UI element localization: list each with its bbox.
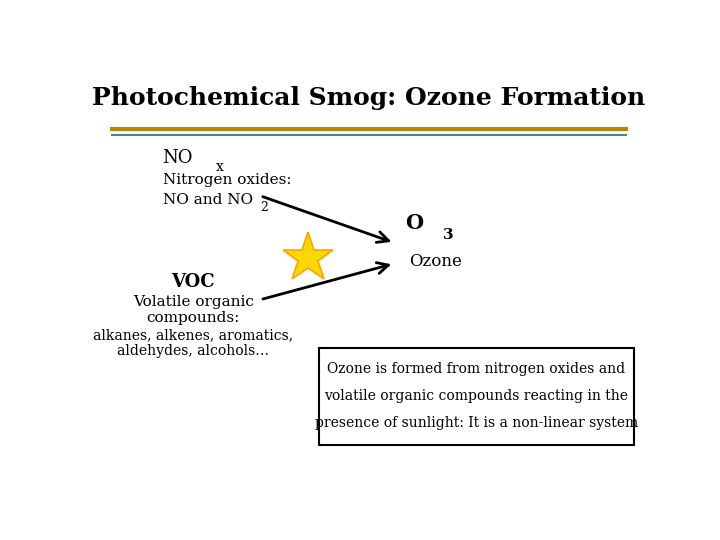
Text: Nitrogen oxides:: Nitrogen oxides:	[163, 173, 291, 187]
Text: presence of sunlight: It is a non-linear system: presence of sunlight: It is a non-linear…	[315, 416, 638, 430]
Text: NO: NO	[163, 148, 193, 167]
Text: NO and NO: NO and NO	[163, 193, 253, 207]
Text: 2: 2	[260, 201, 268, 214]
Text: compounds:: compounds:	[147, 310, 240, 325]
Text: Ozone: Ozone	[409, 253, 462, 270]
Text: VOC: VOC	[171, 273, 215, 292]
Text: Ozone is formed from nitrogen oxides and: Ozone is formed from nitrogen oxides and	[328, 362, 626, 376]
Text: volatile organic compounds reacting in the: volatile organic compounds reacting in t…	[325, 389, 629, 403]
Text: O: O	[405, 213, 423, 233]
Text: x: x	[215, 160, 223, 174]
Text: Photochemical Smog: Ozone Formation: Photochemical Smog: Ozone Formation	[92, 85, 646, 110]
Text: aldehydes, alcohols…: aldehydes, alcohols…	[117, 344, 269, 358]
Text: 3: 3	[444, 227, 454, 241]
Text: alkanes, alkenes, aromatics,: alkanes, alkenes, aromatics,	[93, 328, 293, 342]
Text: Volatile organic: Volatile organic	[132, 295, 253, 309]
FancyBboxPatch shape	[319, 348, 634, 445]
